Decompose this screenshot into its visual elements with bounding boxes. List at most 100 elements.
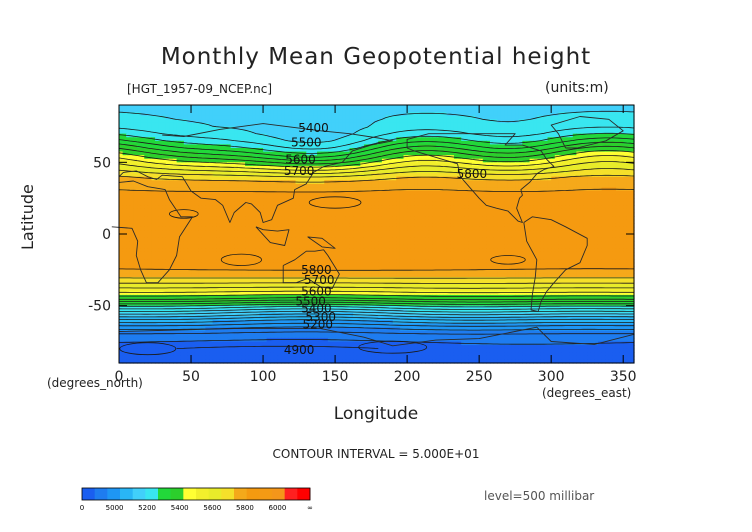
field-cell	[291, 115, 297, 120]
field-cell	[615, 119, 621, 124]
field-cell	[273, 183, 279, 189]
field-cell	[626, 105, 631, 110]
field-cell	[457, 198, 462, 203]
field-cell	[367, 144, 372, 149]
field-cell	[547, 201, 552, 206]
field-cell	[281, 126, 286, 131]
field-cell	[144, 219, 149, 224]
field-cell	[482, 194, 487, 199]
field-cell	[623, 108, 628, 113]
field-cell	[363, 140, 369, 146]
field-cell	[486, 165, 491, 171]
field-cell	[151, 112, 156, 117]
field-cell	[421, 122, 426, 128]
field-cell	[173, 223, 178, 228]
field-cell	[601, 119, 606, 124]
field-cell	[385, 105, 390, 110]
field-cell	[435, 105, 441, 110]
field-cell	[626, 165, 631, 171]
field-cell	[137, 165, 142, 171]
field-cell	[554, 176, 559, 181]
field-cell	[176, 198, 181, 203]
field-cell	[338, 180, 343, 185]
field-cell	[230, 183, 235, 189]
field-cell	[540, 198, 545, 203]
field-cell	[353, 183, 358, 189]
field-cell	[183, 112, 189, 117]
field-cell	[119, 212, 124, 217]
field-cell	[219, 162, 225, 167]
field-cell	[223, 108, 228, 113]
field-cell	[137, 226, 142, 232]
field-cell	[140, 205, 145, 210]
field-cell	[277, 155, 282, 160]
field-cell	[432, 176, 437, 181]
field-cell	[320, 187, 325, 192]
field-cell	[288, 205, 293, 210]
field-cell	[457, 119, 462, 124]
field-cell	[615, 151, 621, 156]
field-cell	[201, 115, 207, 120]
field-cell	[468, 119, 473, 124]
field-cell	[194, 130, 199, 135]
field-cell	[608, 140, 613, 146]
field-cell	[392, 122, 397, 128]
field-cell	[259, 137, 264, 142]
field-cell	[248, 126, 253, 131]
field-cell	[389, 112, 394, 117]
field-cell	[587, 158, 592, 163]
field-cell	[479, 216, 484, 221]
field-cell	[583, 212, 588, 217]
field-cell	[342, 219, 347, 224]
field-cell	[212, 105, 217, 110]
field-cell	[201, 187, 207, 192]
field-cell	[587, 130, 592, 135]
field-cell	[561, 155, 567, 160]
field-cell	[324, 169, 329, 174]
field-cell	[576, 183, 581, 189]
field-cell	[284, 187, 289, 192]
field-cell	[144, 151, 149, 156]
field-cell	[363, 226, 369, 232]
field-cell	[349, 216, 354, 221]
field-cell	[626, 137, 631, 142]
field-cell	[155, 115, 160, 120]
field-cell	[180, 194, 185, 199]
field-cell	[252, 194, 257, 199]
field-cell	[129, 112, 134, 117]
field-cell	[201, 158, 207, 163]
field-cell	[133, 194, 138, 199]
field-cell	[263, 223, 268, 228]
field-cell	[320, 169, 325, 174]
field-cell	[464, 130, 469, 135]
field-cell	[252, 173, 257, 178]
field-cell	[371, 122, 376, 128]
field-cell	[295, 212, 300, 217]
field-cell	[590, 212, 595, 217]
field-cell	[317, 130, 322, 135]
field-cell	[623, 105, 628, 110]
field-cell	[324, 155, 329, 160]
field-cell	[353, 108, 358, 113]
field-cell	[561, 115, 567, 120]
field-cell	[543, 223, 549, 228]
field-cell	[230, 119, 235, 124]
field-cell	[626, 162, 631, 167]
field-cell	[295, 173, 300, 178]
field-cell	[623, 173, 628, 178]
field-cell	[291, 219, 297, 224]
field-cell	[281, 108, 286, 113]
field-cell	[234, 112, 239, 117]
field-cell	[180, 140, 185, 146]
field-cell	[543, 148, 549, 153]
field-cell	[515, 144, 520, 149]
field-cell	[533, 219, 538, 224]
field-cell	[313, 115, 318, 120]
field-cell	[507, 176, 513, 181]
field-cell	[176, 201, 181, 206]
field-cell	[209, 137, 214, 142]
field-cell	[126, 130, 131, 135]
field-cell	[191, 126, 196, 131]
field-cell	[353, 176, 358, 181]
